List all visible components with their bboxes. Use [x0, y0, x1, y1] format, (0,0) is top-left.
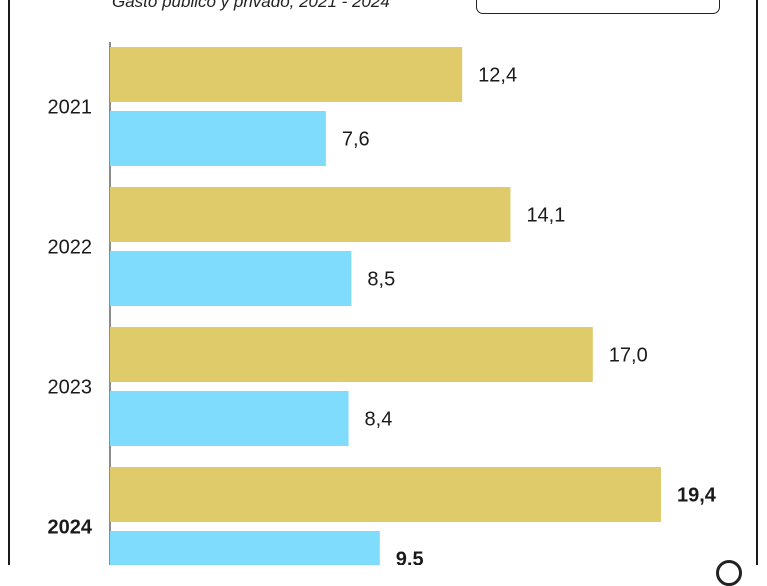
- bar-2023-series-1: [110, 327, 593, 382]
- bar-value-label: 12,4: [478, 65, 517, 87]
- bar-value-label: 8,4: [365, 409, 393, 431]
- bar-value-label: 14,1: [526, 205, 565, 227]
- category-label: 2022: [48, 237, 93, 259]
- bar-value-label: 9,5: [396, 549, 424, 566]
- corner-mark-icon: [716, 560, 742, 586]
- legend-box: [476, 0, 720, 14]
- bar-2022-series-2: [110, 251, 352, 306]
- bar-2023-series-2: [110, 391, 349, 446]
- bar-value-label: 19,4: [677, 485, 717, 507]
- frame-right-border: [756, 0, 758, 565]
- category-label: 2023: [48, 377, 93, 399]
- bar-value-label: 7,6: [342, 129, 370, 151]
- frame-left-border: [8, 0, 10, 565]
- bar-2024-series-2: [110, 531, 380, 565]
- bar-2021-series-1: [110, 47, 463, 102]
- bar-2021-series-2: [110, 111, 326, 166]
- bar-value-label: 17,0: [609, 345, 648, 367]
- bar-2022-series-1: [110, 187, 511, 242]
- category-label: 2021: [48, 97, 93, 119]
- category-label: 2024: [48, 517, 93, 539]
- bar-2024-series-1: [110, 467, 661, 522]
- bar-chart: 12,4 7,6 2021 14,1 8,5 2022 17,0 8,4 2023 19,4 9,5…: [48, 42, 717, 566]
- chart-subtitle: Gasto público y privado, 2021 - 2024: [112, 0, 390, 11]
- bar-value-label: 8,5: [367, 269, 395, 291]
